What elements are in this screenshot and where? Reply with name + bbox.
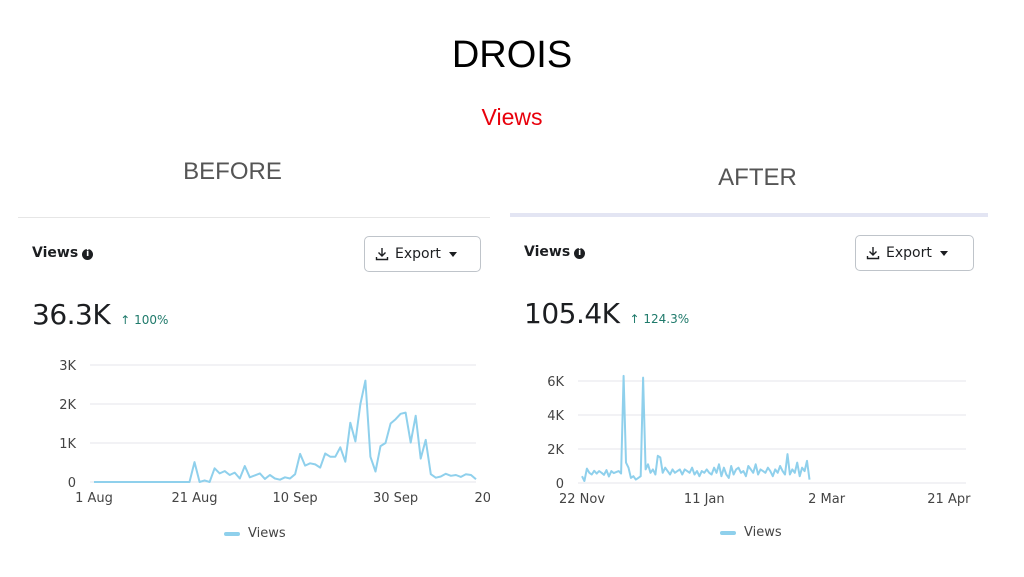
y-tick-label: 6K (547, 375, 564, 390)
total-views-value: 36.3K ↑ 100% (32, 298, 168, 331)
y-tick-label: 2K (547, 443, 564, 458)
info-icon[interactable]: i (82, 249, 94, 260)
x-tick-label: 1 Aug (75, 491, 113, 506)
x-tick-label: 20 Oct (475, 491, 490, 506)
download-icon (375, 247, 389, 261)
after-views-card: Views i Export 105.4K ↑ 124.3% 0 2K 4K 6K 22 N… (510, 213, 988, 557)
chart-legend: Views (224, 526, 286, 541)
card-title-text: Views (524, 244, 571, 260)
series-line-views (94, 379, 477, 483)
x-tick-label: 10 Sep (272, 491, 317, 506)
info-icon[interactable]: i (574, 248, 586, 259)
before-views-card: Views i Export 36.3K ↑ 100% 0 1K 2K 3K 1 Aug 21… (18, 217, 490, 557)
y-tick-label: 2K (59, 398, 76, 413)
series-line-views (581, 374, 811, 482)
after-views-chart: 0 2K 4K 6K 22 Nov 11 Jan 2 Mar 21 Apr (547, 374, 971, 507)
x-tick-label: 2 Mar (808, 492, 846, 507)
change-indicator: ↑ 100% (120, 313, 169, 327)
total-views-value: 105.4K ↑ 124.3% (524, 297, 689, 330)
legend-label: Views (248, 526, 286, 541)
caret-down-icon (938, 247, 950, 259)
x-tick-label: 21 Apr (927, 492, 971, 507)
card-title: Views i (524, 244, 586, 260)
total-views-number: 36.3K (32, 298, 111, 331)
before-views-chart: 0 1K 2K 3K 1 Aug 21 Aug 10 Sep 30 Sep 20 Oct (59, 359, 490, 506)
export-label: Export (395, 246, 441, 262)
legend-swatch (720, 530, 736, 535)
x-tick-label: 22 Nov (559, 492, 605, 507)
card-title: Views i (32, 245, 94, 261)
y-tick-label: 4K (547, 409, 564, 424)
x-tick-label: 11 Jan (684, 492, 725, 507)
x-tick-label: 30 Sep (373, 491, 418, 506)
page-title: DROIS (451, 34, 573, 76)
y-tick-label: 0 (68, 476, 76, 491)
export-label: Export (886, 245, 932, 261)
page-subtitle: Views (481, 104, 543, 130)
chart-legend: Views (720, 525, 782, 540)
export-button[interactable]: Export (364, 236, 481, 272)
legend-swatch (224, 531, 240, 536)
caret-down-icon (447, 248, 459, 260)
before-label: BEFORE (183, 158, 282, 185)
download-icon (866, 246, 880, 260)
x-tick-label: 21 Aug (171, 491, 217, 506)
card-title-text: Views (32, 245, 79, 261)
export-button[interactable]: Export (855, 235, 974, 271)
total-views-number: 105.4K (524, 297, 620, 330)
y-tick-label: 0 (556, 477, 564, 492)
after-label: AFTER (718, 164, 797, 191)
y-tick-label: 1K (59, 437, 76, 452)
change-indicator: ↑ 124.3% (629, 312, 690, 326)
legend-label: Views (744, 525, 782, 540)
y-tick-label: 3K (59, 359, 76, 374)
